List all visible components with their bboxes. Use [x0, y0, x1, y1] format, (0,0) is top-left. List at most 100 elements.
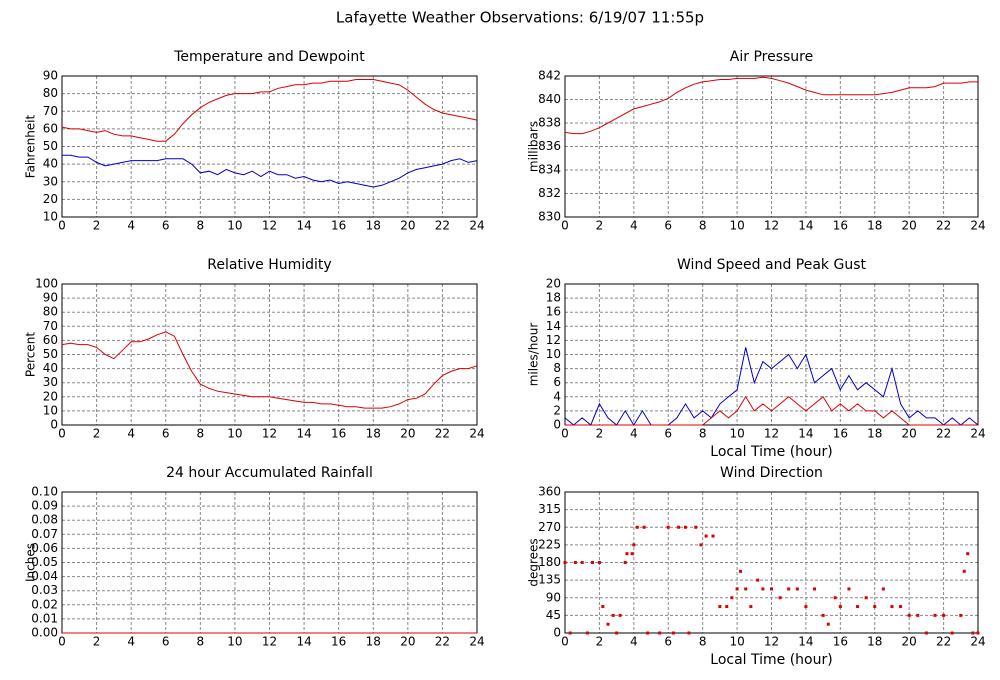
x-tick-label: 22 [435, 635, 450, 649]
data-point [821, 613, 825, 617]
x-axis-label: Local Time (hour) [710, 652, 832, 668]
chart-title: Air Pressure [730, 49, 813, 65]
y-tick-label: 0.02 [31, 597, 58, 611]
x-tick-label: 24 [970, 635, 985, 649]
data-point [632, 543, 636, 547]
y-tick-label: 2 [553, 403, 561, 417]
data-point [730, 596, 734, 600]
y-tick-label: 80 [43, 86, 58, 100]
x-tick-label: 16 [833, 427, 848, 441]
y-tick-label: 315 [538, 502, 561, 516]
x-tick-label: 14 [798, 427, 813, 441]
data-point [864, 596, 868, 600]
x-tick-label: 16 [833, 635, 848, 649]
y-tick-label: 10 [43, 403, 58, 417]
x-tick-label: 12 [764, 427, 779, 441]
y-tick-label: 100 [35, 277, 58, 291]
y-tick-label: 20 [546, 277, 561, 291]
data-point [959, 613, 963, 617]
y-axis-label: Fahrenheit [24, 114, 38, 178]
data-point [770, 587, 773, 591]
y-tick-label: 12 [546, 333, 561, 347]
x-tick-label: 22 [936, 219, 951, 233]
data-point [890, 605, 894, 609]
x-axis-label: Local Time (hour) [710, 444, 832, 460]
x-tick-label: 18 [867, 219, 882, 233]
plot-frame [61, 75, 478, 218]
data-point [597, 561, 601, 564]
y-axis-label: Inches [24, 543, 38, 582]
x-tick-label: 22 [435, 427, 450, 441]
chart-title: Temperature and Dewpoint [173, 49, 365, 65]
y-tick-label: 16 [546, 305, 561, 319]
x-tick-label: 14 [296, 219, 311, 233]
x-tick-label: 8 [699, 635, 707, 649]
x-tick-label: 20 [902, 635, 917, 649]
data-point [838, 605, 842, 609]
y-tick-label: 14 [546, 319, 561, 333]
x-tick-label: 10 [729, 219, 744, 233]
data-point [725, 605, 729, 609]
data-point [699, 543, 703, 547]
y-tick-label: 30 [43, 174, 58, 188]
data-point [856, 605, 860, 609]
x-tick-label: 22 [435, 219, 450, 233]
data-point [833, 596, 837, 600]
y-tick-label: 0.07 [31, 527, 58, 541]
x-tick-label: 16 [331, 219, 346, 233]
data-point [618, 613, 622, 617]
x-tick-label: 22 [936, 635, 951, 649]
data-line [565, 395, 978, 426]
data-line [61, 331, 478, 409]
y-tick-label: 834 [538, 163, 561, 177]
data-point [847, 587, 851, 591]
x-tick-label: 24 [970, 219, 985, 233]
y-tick-label: 90 [546, 590, 561, 604]
y-tick-label: 0 [50, 418, 58, 432]
data-point [907, 613, 911, 617]
y-tick-label: 40 [43, 157, 58, 171]
data-point [704, 534, 708, 538]
x-tick-label: 0 [561, 427, 569, 441]
data-line [564, 76, 978, 135]
x-tick-label: 18 [867, 635, 882, 649]
chart-panel: Wind Speed and Peak Gust miles/hour Local … [527, 257, 986, 460]
data-point [635, 525, 639, 529]
data-point [591, 561, 595, 564]
x-tick-label: 18 [366, 427, 381, 441]
x-tick-label: 24 [469, 219, 484, 233]
x-tick-label: 2 [596, 427, 604, 441]
x-tick-label: 14 [296, 427, 311, 441]
data-point [826, 622, 830, 626]
data-point [671, 631, 675, 635]
page-title: Lafayette Weather Observations: 6/19/07 … [336, 9, 704, 27]
data-point [744, 587, 748, 591]
data-point [580, 561, 584, 564]
y-tick-label: 8 [553, 361, 561, 375]
x-tick-label: 4 [630, 219, 638, 233]
x-tick-label: 24 [469, 635, 484, 649]
data-point [950, 631, 954, 635]
x-tick-label: 12 [262, 427, 277, 441]
data-point [899, 605, 903, 609]
y-tick-label: 0.10 [31, 485, 58, 499]
chart-panel: Temperature and DewpointFahrenheit102030… [24, 49, 485, 233]
x-tick-label: 12 [262, 635, 277, 649]
y-tick-label: 50 [43, 139, 58, 153]
x-tick-label: 10 [227, 427, 242, 441]
x-tick-label: 20 [902, 219, 917, 233]
x-tick-label: 20 [400, 427, 415, 441]
x-tick-label: 6 [664, 635, 672, 649]
chart-panel: Air Pressuremillibars8308328348368388408… [527, 49, 986, 233]
data-point [642, 525, 646, 529]
data-point [962, 569, 966, 573]
y-tick-label: 10 [546, 347, 561, 361]
x-tick-label: 2 [93, 635, 101, 649]
y-tick-label: 180 [538, 555, 561, 569]
y-axis-label: miles/hour [527, 323, 541, 387]
x-tick-label: 24 [469, 427, 484, 441]
data-point [718, 605, 722, 609]
chart-panel: Relative HumidityPercent0102030405060708… [24, 257, 485, 441]
x-tick-label: 16 [833, 219, 848, 233]
